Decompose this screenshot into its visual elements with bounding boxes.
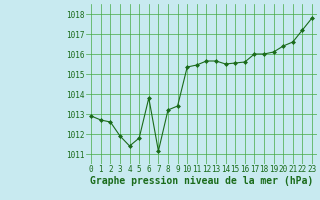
X-axis label: Graphe pression niveau de la mer (hPa): Graphe pression niveau de la mer (hPa) — [90, 176, 313, 186]
